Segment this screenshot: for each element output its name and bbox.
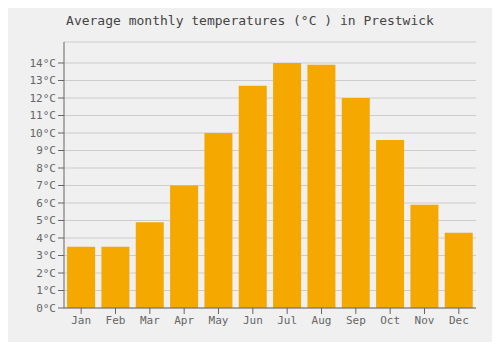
svg-text:11°C: 11°C bbox=[30, 109, 57, 122]
svg-text:Mar: Mar bbox=[140, 314, 160, 327]
svg-text:14°C: 14°C bbox=[30, 57, 57, 70]
svg-text:4°C: 4°C bbox=[36, 232, 56, 245]
svg-text:7°C: 7°C bbox=[36, 179, 56, 192]
svg-text:Jun: Jun bbox=[243, 314, 263, 327]
svg-text:Oct: Oct bbox=[380, 314, 400, 327]
svg-text:1°C: 1°C bbox=[36, 284, 56, 297]
svg-text:5°C: 5°C bbox=[36, 214, 56, 227]
svg-text:0°C: 0°C bbox=[36, 302, 56, 315]
svg-text:12°C: 12°C bbox=[30, 92, 57, 105]
svg-text:10°C: 10°C bbox=[30, 127, 57, 140]
svg-text:Jan: Jan bbox=[71, 314, 91, 327]
svg-text:2°C: 2°C bbox=[36, 267, 56, 280]
svg-text:Nov: Nov bbox=[415, 314, 435, 327]
svg-text:Feb: Feb bbox=[106, 314, 126, 327]
svg-text:8°C: 8°C bbox=[36, 162, 56, 175]
svg-text:May: May bbox=[209, 314, 229, 327]
svg-text:Dec: Dec bbox=[449, 314, 469, 327]
svg-text:Aug: Aug bbox=[312, 314, 332, 327]
svg-text:9°C: 9°C bbox=[36, 144, 56, 157]
html-text:Average monthly temperatures (: Average monthly temperatures (°C ) in Pr… bbox=[66, 13, 434, 28]
svg-text:Apr: Apr bbox=[174, 314, 194, 327]
svg-text:3°C: 3°C bbox=[36, 249, 56, 262]
svg-text:6°C: 6°C bbox=[36, 197, 56, 210]
svg-text:Jul: Jul bbox=[277, 314, 297, 327]
svg-text:13°C: 13°C bbox=[30, 74, 57, 87]
svg-text:Sep: Sep bbox=[346, 314, 366, 327]
